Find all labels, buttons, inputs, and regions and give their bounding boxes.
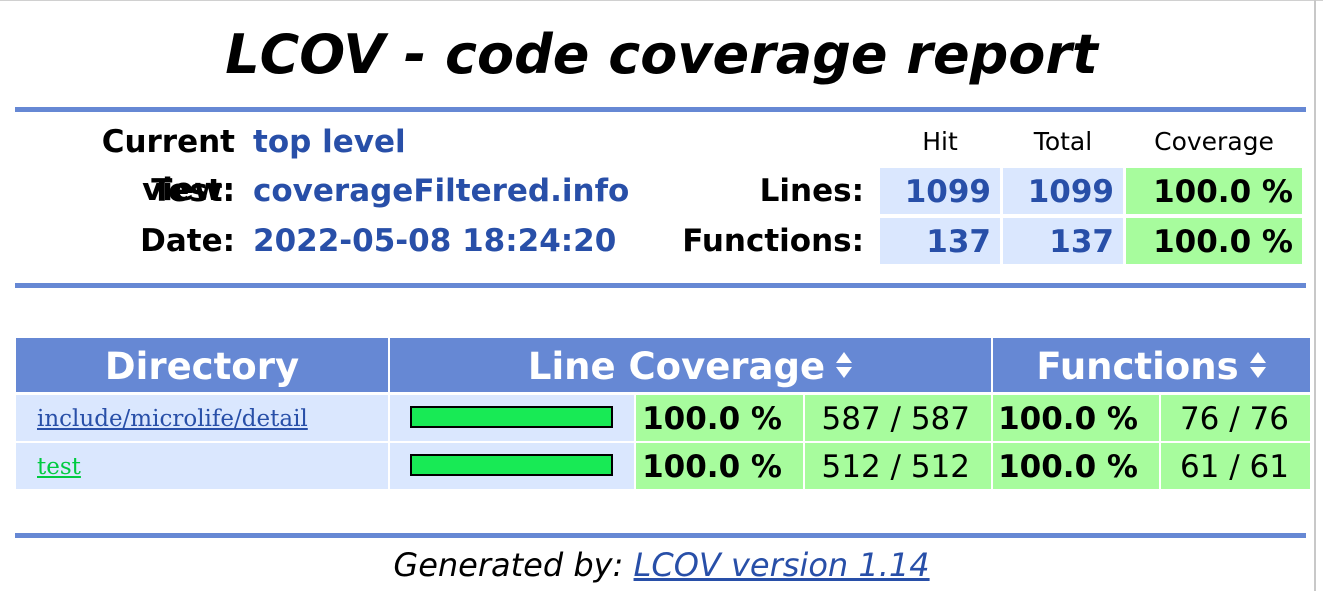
- functions-coverage: 100.0 %: [1126, 218, 1302, 264]
- line-coverage-header[interactable]: Line Coverage: [390, 338, 991, 392]
- date-label: Date:: [140, 223, 235, 259]
- directory-header-label: Directory: [104, 345, 300, 388]
- summary-total-header: Total: [1033, 127, 1093, 156]
- lines-coverage: 100.0 %: [1126, 168, 1302, 214]
- footer-rule: [15, 533, 1306, 538]
- line-coverage-header-label: Line Coverage: [527, 345, 826, 388]
- function-coverage-count: 76 / 76: [1161, 395, 1310, 441]
- header-top-rule: [15, 107, 1306, 112]
- line-coverage-count: 512 / 512: [805, 443, 991, 489]
- table-row-directory: include/microlife/detail: [16, 395, 388, 441]
- functions-hit: 137: [880, 218, 1000, 264]
- coverage-bar: [410, 454, 613, 476]
- test-value: coverageFiltered.info: [253, 173, 630, 209]
- window-scrollbar-edge: [1314, 0, 1316, 591]
- line-coverage-percent: 100.0 %: [636, 395, 803, 441]
- window-top-edge: [0, 0, 1323, 1]
- coverage-bar-cell: [390, 443, 634, 489]
- directory-header: Directory: [16, 338, 388, 392]
- test-label: Test:: [151, 173, 235, 209]
- functions-label: Functions:: [682, 223, 864, 259]
- coverage-bar: [410, 406, 613, 428]
- sort-arrows-icon[interactable]: [835, 351, 853, 379]
- directory-link[interactable]: include/microlife/detail: [37, 406, 308, 432]
- summary-hit-header: Hit: [922, 127, 958, 156]
- function-coverage-percent: 100.0 %: [993, 395, 1159, 441]
- lines-label: Lines:: [759, 173, 864, 209]
- date-value: 2022-05-08 18:24:20: [253, 223, 617, 259]
- coverage-bar-cell: [390, 395, 634, 441]
- header-bottom-rule: [15, 283, 1306, 288]
- page-title: LCOV - code coverage report: [225, 23, 1098, 86]
- table-row-directory: test: [16, 443, 388, 489]
- current-view-label: Current view:: [101, 124, 235, 208]
- function-coverage-percent: 100.0 %: [993, 443, 1159, 489]
- footer: Generated by: LCOV version 1.14: [0, 542, 1323, 588]
- functions-total: 137: [1003, 218, 1123, 264]
- lines-total: 1099: [1003, 168, 1123, 214]
- functions-header-label: Functions: [1036, 345, 1239, 388]
- lines-hit: 1099: [880, 168, 1000, 214]
- sort-arrows-icon[interactable]: [1249, 351, 1267, 379]
- current-view-value: top level: [253, 124, 406, 160]
- line-coverage-count: 587 / 587: [805, 395, 991, 441]
- lcov-version-link[interactable]: LCOV version 1.14: [633, 546, 930, 584]
- directory-link[interactable]: test: [37, 454, 81, 480]
- functions-header[interactable]: Functions: [993, 338, 1310, 392]
- summary-coverage-header: Coverage: [1154, 127, 1274, 156]
- line-coverage-percent: 100.0 %: [636, 443, 803, 489]
- footer-prefix: Generated by:: [393, 546, 624, 584]
- function-coverage-count: 61 / 61: [1161, 443, 1310, 489]
